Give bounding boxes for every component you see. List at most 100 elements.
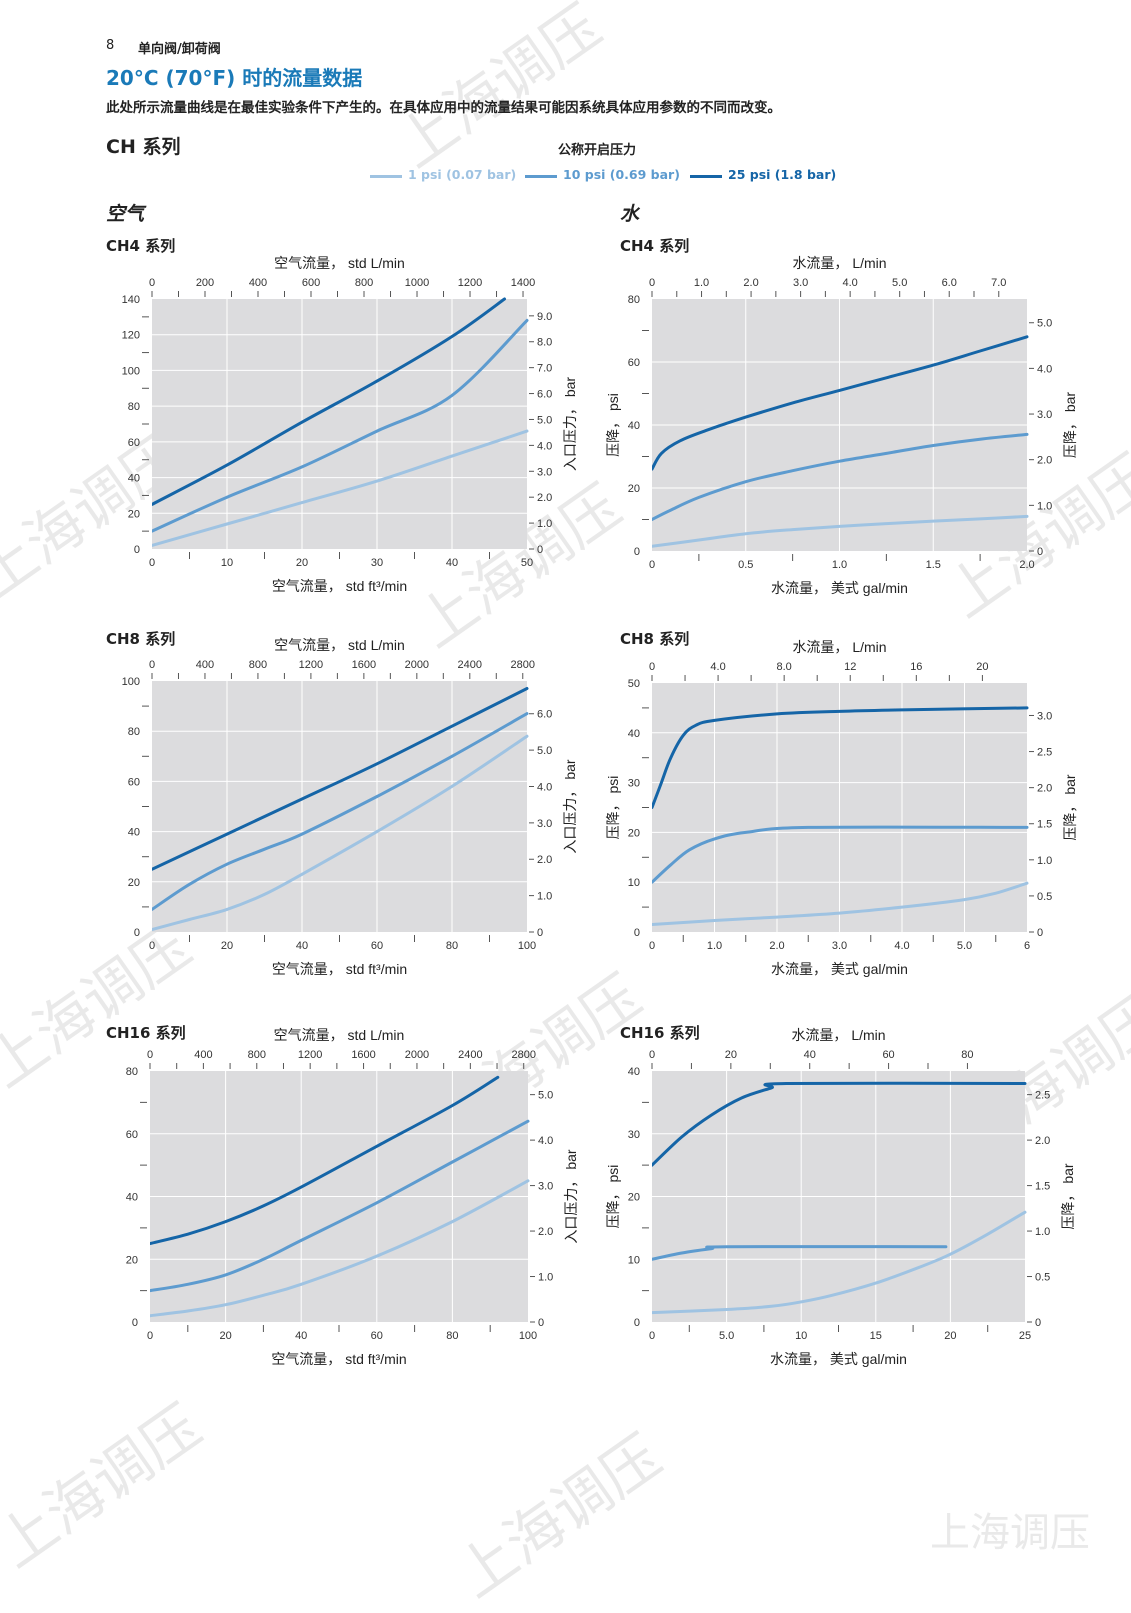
legend-swatch-1psi [370, 175, 402, 178]
y-right-tick-label: 1.0 [538, 1272, 553, 1284]
y-right-tick-label: 2.0 [1037, 455, 1052, 467]
chart-heading: CH8 系列 [106, 630, 176, 648]
chart-heading: CH16 系列 [620, 1024, 700, 1042]
y-right-tick-label: 2.0 [538, 1226, 553, 1238]
x-top-tick-label: 8.0 [777, 661, 792, 673]
x-top-tick-label: 4.0 [843, 277, 858, 289]
y-tick-label: 0 [634, 546, 640, 558]
x-top-tick-label: 2400 [458, 659, 482, 671]
plot-area [152, 681, 527, 932]
y-right-tick-label: 0 [537, 927, 543, 939]
chart-1: 0 10 20 30 40 5002040608010012014001.02.03.04… [122, 255, 578, 594]
series-line-3 [652, 1081, 1027, 1167]
x-top-tick-label: 1400 [511, 277, 535, 289]
y-right-tick-label: 6.0 [537, 709, 552, 721]
y-right-tick-label: 2.5 [1035, 1090, 1050, 1102]
x-top-axis-title: 空气流量， std L/min [274, 1027, 405, 1043]
y-right-tick-label: 1.0 [1035, 1226, 1050, 1238]
x-top-tick-label: 2000 [405, 1049, 429, 1061]
chart-3: 0 20 40 60 80 10002040608010001.02.03.04.05.0… [122, 637, 578, 977]
y-tick-label: 120 [122, 330, 140, 342]
y-right-tick-label: 2.0 [537, 492, 552, 504]
legend-label: 10 psi (0.69 bar) [563, 167, 680, 182]
series-line-1 [152, 429, 529, 547]
series-heading: CH 系列 [106, 136, 181, 158]
y-axis-title: 压降， psi [605, 776, 621, 840]
x-tick-label: 10 [795, 1330, 807, 1342]
x-tick-label: 3.0 [832, 940, 847, 952]
x-tick-label: 0 [149, 557, 155, 569]
y-right-tick-label: 0 [537, 544, 543, 556]
y-tick-label: 20 [128, 508, 140, 520]
y-right-tick-label: 1.0 [1037, 500, 1052, 512]
chart-heading: CH4 系列 [106, 237, 176, 255]
chart-4: 0 1.0 2.0 3.0 4.0 5.0 60102030405000.51.01.52.… [605, 639, 1078, 977]
y-right-tick-label: 5.0 [538, 1090, 553, 1102]
x-tick-label: 30 [371, 557, 383, 569]
x-tick-label: 5.0 [957, 940, 972, 952]
x-axis-title: 水流量， 美式 gal/min [771, 961, 908, 977]
x-top-tick-label: 800 [355, 277, 373, 289]
y-right-tick-label: 5.0 [1037, 318, 1052, 330]
y-tick-label: 10 [628, 877, 640, 889]
x-tick-label: 20 [944, 1330, 956, 1342]
y-right-tick-label: 0 [1037, 927, 1043, 939]
x-top-tick-label: 0 [649, 1049, 655, 1061]
x-top-tick-label: 1200 [458, 277, 482, 289]
y-right-tick-label: 7.0 [537, 363, 552, 375]
series-line-2 [652, 1245, 948, 1261]
legend-swatch-25psi [690, 175, 722, 178]
x-tick-label: 1.5 [926, 559, 941, 571]
x-tick-label: 25 [1019, 1330, 1031, 1342]
y-tick-label: 140 [122, 294, 140, 306]
x-axis-title: 空气流量， std ft³/min [272, 578, 407, 594]
y-tick-label: 40 [126, 1192, 138, 1204]
x-top-tick-label: 40 [804, 1049, 816, 1061]
y-tick-label: 20 [628, 1192, 640, 1204]
y-right-tick-label: 3.0 [1037, 409, 1052, 421]
y-tick-label: 50 [628, 678, 640, 690]
x-tick-label: 20 [296, 557, 308, 569]
y-right-tick-label: 1.0 [1037, 855, 1052, 867]
y-right-tick-label: 0.5 [1037, 891, 1052, 903]
y-axis-title: 压降， psi [605, 1165, 621, 1229]
x-top-axis-title: 水流量， L/min [792, 255, 886, 271]
legend-label: 1 psi (0.07 bar) [408, 167, 517, 182]
y-right-tick-label: 5.0 [537, 414, 552, 426]
x-top-tick-label: 400 [249, 277, 267, 289]
x-axis-title: 空气流量， std ft³/min [271, 1351, 406, 1367]
series-line-2 [652, 825, 1029, 884]
x-top-tick-label: 2000 [405, 659, 429, 671]
x-top-tick-label: 2800 [511, 659, 535, 671]
y-tick-label: 40 [628, 728, 640, 740]
running-head: 单向阀/卸荷阀 [138, 42, 221, 57]
chart-heading: CH16 系列 [106, 1024, 186, 1042]
x-tick-label: 1.0 [707, 940, 722, 952]
y-right-tick-label: 1.5 [1037, 819, 1052, 831]
y-tick-label: 40 [628, 1066, 640, 1078]
y-right-tick-label: 4.0 [1037, 363, 1052, 375]
y-right-axis-title: 入口压力， bar [563, 1149, 579, 1243]
x-tick-label: 0 [649, 940, 655, 952]
y-right-axis-title: 压降， bar [1062, 392, 1078, 458]
x-tick-label: 0 [147, 1330, 153, 1342]
x-top-tick-label: 1600 [352, 659, 376, 671]
y-right-tick-label: 4.0 [537, 440, 552, 452]
x-top-tick-label: 800 [248, 1049, 266, 1061]
series-line-1 [150, 1179, 530, 1318]
x-top-tick-label: 0 [147, 1049, 153, 1061]
series-line-1 [152, 734, 529, 931]
y-tick-label: 60 [628, 357, 640, 369]
y-tick-label: 20 [628, 827, 640, 839]
y-tick-label: 0 [134, 927, 140, 939]
x-tick-label: 6 [1024, 940, 1030, 952]
x-top-tick-label: 7.0 [991, 277, 1006, 289]
x-top-axis-title: 空气流量， std L/min [274, 637, 405, 653]
y-right-tick-label: 3.0 [538, 1181, 553, 1193]
y-right-tick-label: 3.0 [537, 818, 552, 830]
x-top-tick-label: 16 [910, 661, 922, 673]
y-tick-label: 80 [126, 1066, 138, 1078]
x-top-tick-label: 1000 [405, 277, 429, 289]
y-tick-label: 60 [128, 776, 140, 788]
